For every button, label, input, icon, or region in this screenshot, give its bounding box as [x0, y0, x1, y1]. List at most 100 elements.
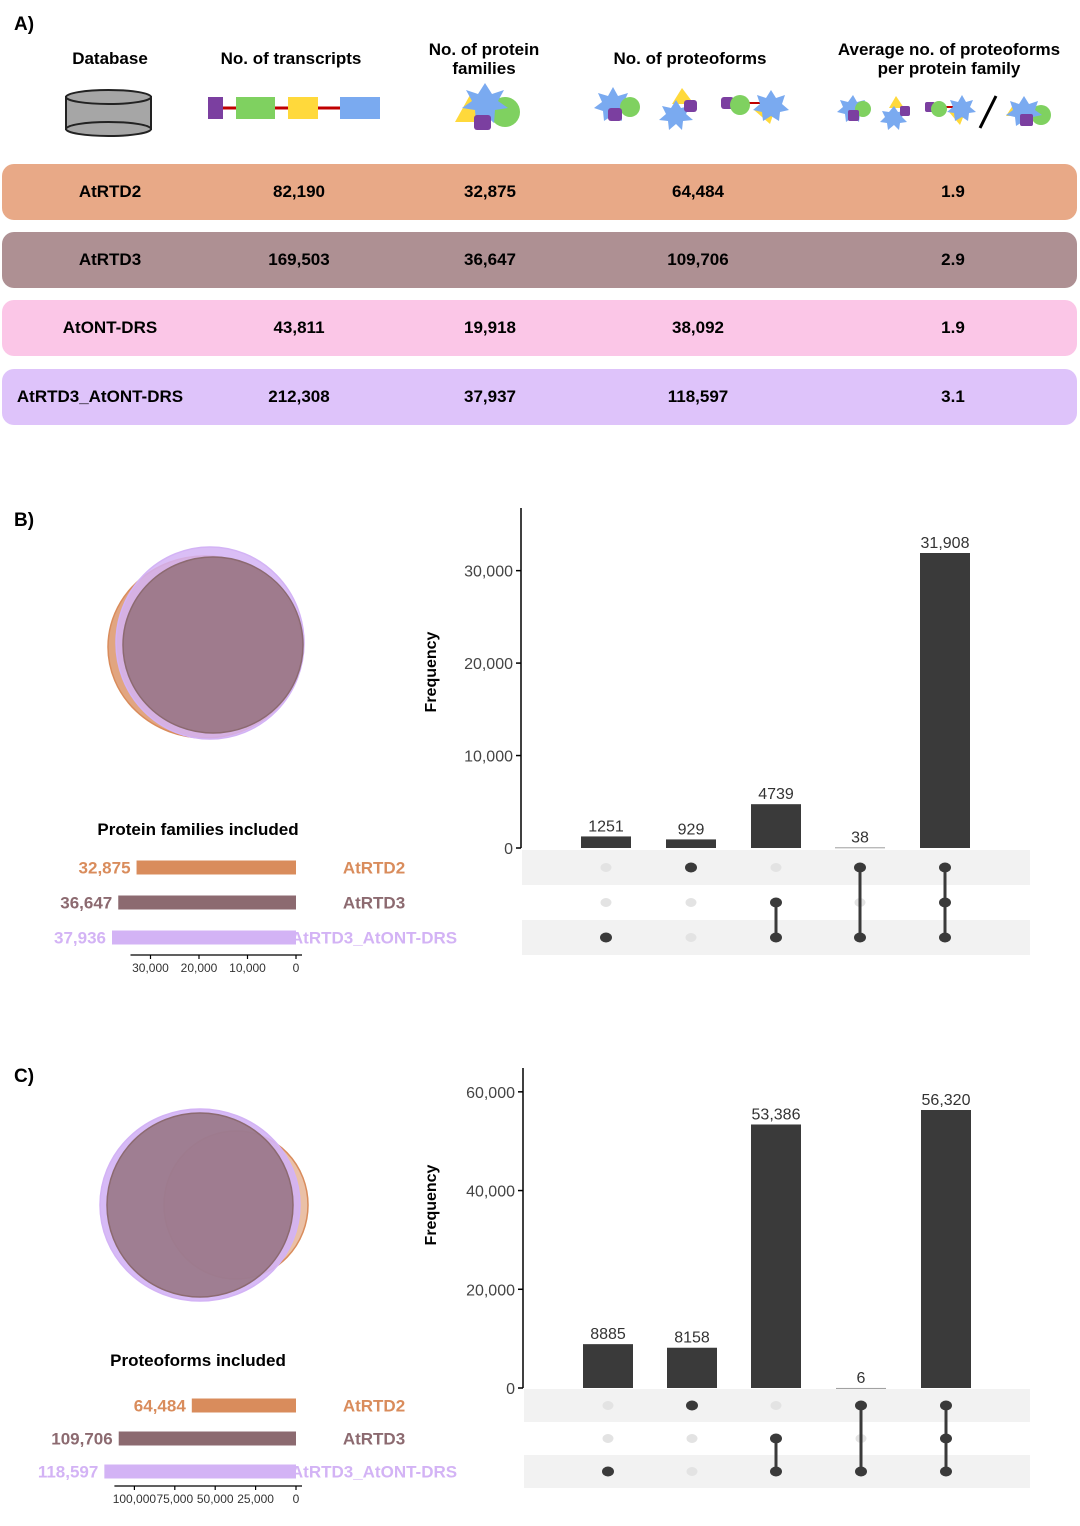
- matrix-dot-empty: [600, 898, 612, 907]
- set-name-label: AtRTD3: [343, 1430, 405, 1449]
- panel-b-label: B): [14, 510, 35, 531]
- y-tick-label: 10,000: [464, 749, 513, 766]
- header-protein-families-line1: No. of protein: [428, 40, 540, 59]
- set-name-label: AtRTD2: [343, 1397, 405, 1416]
- y-tick-label: 20,000: [466, 1282, 515, 1299]
- set-size-tick-label: 25,000: [237, 1492, 274, 1506]
- bar-value-label: 1251: [588, 818, 624, 835]
- row-database: AtRTD2: [78, 182, 142, 201]
- set-name-label: AtRTD3_AtONT-DRS: [291, 1463, 457, 1482]
- set-size-tick-label: 0: [293, 1492, 300, 1506]
- row-database: AtRTD3_AtONT-DRS: [16, 387, 184, 406]
- bar-value-label: 53,386: [752, 1106, 801, 1123]
- set-size-title: Proteoforms included: [110, 1351, 286, 1370]
- header-average-line2: per protein family: [877, 59, 1021, 78]
- matrix-dot-empty: [685, 898, 697, 907]
- table-row: AtONT-DRS 43,811 19,918 38,092 1.9: [2, 300, 1077, 356]
- set-size-bar: [104, 1464, 296, 1479]
- y-tick-label: 30,000: [464, 564, 513, 581]
- row-transcripts: 169,503: [268, 250, 330, 269]
- matrix-dot-filled: [686, 1400, 698, 1411]
- y-tick-label: 20,000: [464, 656, 513, 673]
- set-size-value: 36,647: [60, 894, 112, 913]
- table-row: AtRTD2 82,190 32,875 64,484 1.9: [2, 164, 1077, 220]
- matrix-dot-filled: [600, 932, 612, 943]
- row-proteoforms: 118,597: [667, 387, 729, 406]
- set-size-bar: [136, 860, 296, 875]
- venn-circle-atrtd3: [106, 1112, 294, 1298]
- set-size-bar: [118, 1431, 296, 1446]
- row-average: 1.9: [941, 182, 965, 201]
- set-size-bar: [118, 895, 296, 910]
- panel-a-label: A): [14, 14, 35, 35]
- row-proteoforms: 109,706: [667, 250, 729, 269]
- set-size-value: 32,875: [79, 859, 131, 878]
- proteoform-icon: [594, 87, 789, 130]
- bar-value-label: 4739: [758, 786, 794, 803]
- set-size-value: 109,706: [51, 1430, 112, 1449]
- bar-value-label: 31,908: [921, 535, 970, 552]
- y-tick-label: 40,000: [466, 1184, 515, 1201]
- header-transcripts: No. of transcripts: [220, 49, 362, 68]
- intersection-bar: [835, 847, 885, 849]
- set-size-tick-label: 0: [293, 961, 300, 975]
- matrix-dot-empty: [770, 863, 782, 872]
- bar-value-label: 6: [857, 1370, 866, 1387]
- set-name-label: AtRTD3: [343, 894, 405, 913]
- set-size-tick-label: 20,000: [181, 961, 218, 975]
- intersection-bar: [581, 836, 631, 848]
- table-row: AtRTD3_AtONT-DRS 212,308 37,937 118,597 …: [2, 369, 1077, 425]
- venn-diagram: [99, 1108, 309, 1302]
- table-row: AtRTD3 169,503 36,647 109,706 2.9: [2, 232, 1077, 288]
- intersection-bar: [583, 1344, 633, 1388]
- protein-family-icon: [455, 83, 520, 130]
- row-families: 19,918: [464, 318, 516, 337]
- matrix-dot-empty: [686, 1467, 698, 1476]
- average-ratio-icon: [837, 95, 1051, 130]
- row-proteoforms: 64,484: [672, 182, 724, 201]
- matrix-dot-filled: [602, 1466, 614, 1477]
- y-tick-label: 60,000: [466, 1085, 515, 1102]
- y-tick-label: 0: [506, 1381, 515, 1398]
- y-tick-label: 0: [504, 841, 513, 858]
- set-size-tick-label: 10,000: [229, 961, 266, 975]
- row-families: 36,647: [464, 250, 516, 269]
- row-transcripts: 43,811: [273, 318, 325, 337]
- bar-value-label: 8885: [590, 1326, 626, 1343]
- header-database: Database: [72, 49, 148, 68]
- matrix-dot-empty: [685, 933, 697, 942]
- row-average: 3.1: [941, 387, 965, 406]
- intersection-bar: [667, 1347, 717, 1388]
- header-average-line1: Average no. of proteoforms: [837, 40, 1061, 59]
- set-size-value: 118,597: [38, 1463, 99, 1482]
- row-transcripts: 212,308: [268, 387, 330, 406]
- set-name-label: AtRTD2: [343, 859, 405, 878]
- matrix-dot-empty: [770, 1401, 782, 1410]
- row-transcripts: 82,190: [273, 182, 325, 201]
- intersection-bar: [666, 839, 716, 848]
- row-average: 2.9: [941, 250, 965, 269]
- venn-circle-atrtd3: [122, 556, 304, 734]
- intersection-bar: [836, 1387, 886, 1389]
- matrix-dot-filled: [685, 862, 697, 873]
- bar-value-label: 929: [678, 821, 705, 838]
- bar-value-label: 56,320: [922, 1092, 971, 1109]
- row-families: 32,875: [464, 182, 516, 201]
- bar-value-label: 8158: [674, 1330, 710, 1347]
- panel-c-label: C): [14, 1066, 35, 1087]
- matrix-dot-empty: [600, 863, 612, 872]
- row-families: 37,937: [464, 387, 516, 406]
- set-name-label: AtRTD3_AtONT-DRS: [291, 929, 457, 948]
- matrix-dot-empty: [602, 1434, 614, 1443]
- y-axis-title: Frequency: [423, 631, 440, 712]
- set-size-tick-label: 100,000: [113, 1492, 157, 1506]
- intersection-bar: [920, 553, 970, 848]
- header-proteoforms: No. of proteoforms: [613, 49, 767, 68]
- intersection-bar: [921, 1110, 971, 1388]
- set-size-value: 37,936: [54, 929, 106, 948]
- row-database: AtRTD3: [78, 250, 142, 269]
- set-size-value: 64,484: [134, 1397, 187, 1416]
- header-protein-families-line2: families: [452, 59, 516, 78]
